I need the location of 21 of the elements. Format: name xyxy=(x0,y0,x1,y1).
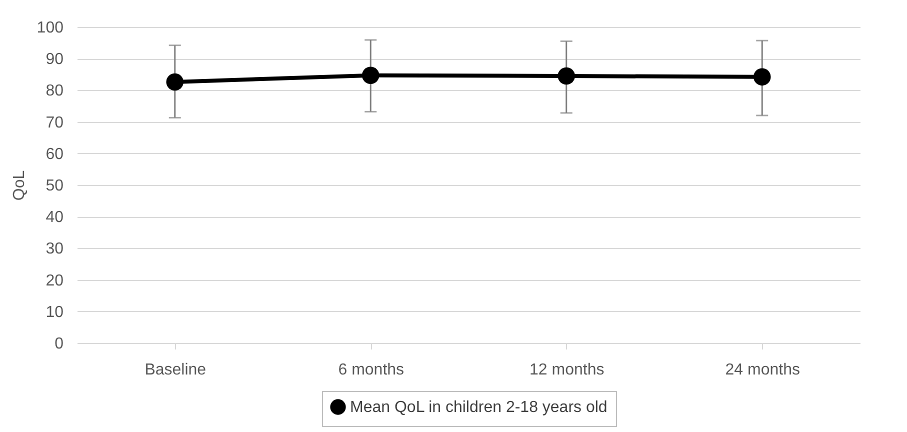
y-tick-label: 70 xyxy=(46,114,64,132)
point xyxy=(166,73,184,91)
x-tick-label: 24 months xyxy=(725,362,800,378)
legend-label: Mean QoL in children 2-18 years old xyxy=(350,399,608,416)
y-tick-label: 90 xyxy=(46,51,64,68)
y-tick-label: 10 xyxy=(46,304,64,321)
x-tick-label: 12 months xyxy=(530,362,604,378)
y-tick-label: 30 xyxy=(46,240,64,258)
y-tick-label: 80 xyxy=(46,82,64,100)
y-tick-label: 50 xyxy=(46,178,64,194)
y-tick-label: 20 xyxy=(46,272,64,290)
point xyxy=(753,68,771,86)
x-tick-label: Baseline xyxy=(144,362,206,378)
y-axis-title: QoL xyxy=(10,170,28,201)
y-tick-label: 60 xyxy=(46,146,64,163)
x-tick-label: 6 months xyxy=(338,362,404,378)
point xyxy=(558,67,576,85)
y-tick-label: 100 xyxy=(36,20,64,36)
y-tick-label: 0 xyxy=(54,336,64,352)
y-tick-label: 40 xyxy=(46,209,64,226)
point xyxy=(362,66,380,84)
